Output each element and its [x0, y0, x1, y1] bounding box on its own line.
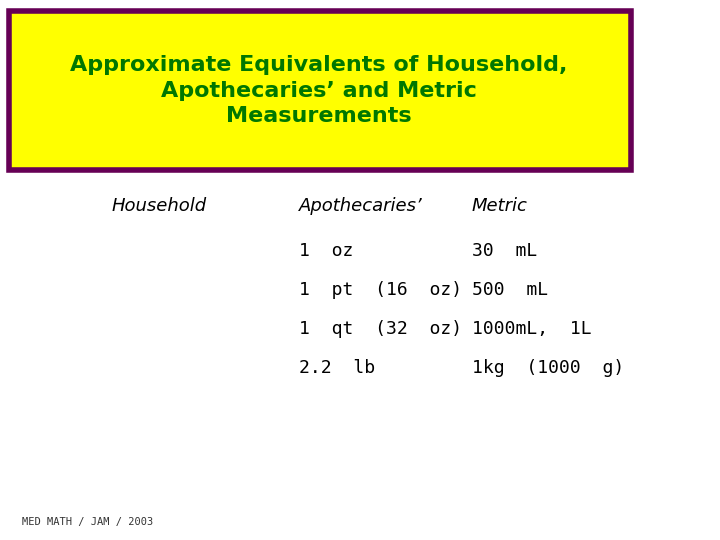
Text: 500  mL: 500 mL: [472, 281, 548, 299]
Text: 30  mL: 30 mL: [472, 242, 537, 260]
Text: 1  pt  (16  oz): 1 pt (16 oz): [299, 281, 462, 299]
Text: 1kg  (1000  g): 1kg (1000 g): [472, 359, 624, 377]
Text: 1000mL,  1L: 1000mL, 1L: [472, 320, 591, 338]
Text: Approximate Equivalents of Household,
Apothecaries’ and Metric
Measurements: Approximate Equivalents of Household, Ap…: [71, 55, 567, 126]
Text: MED MATH / JAM / 2003: MED MATH / JAM / 2003: [22, 516, 153, 526]
Text: Household: Household: [112, 197, 207, 215]
FancyBboxPatch shape: [9, 11, 631, 170]
Text: 1  qt  (32  oz): 1 qt (32 oz): [299, 320, 462, 338]
Text: Metric: Metric: [472, 197, 528, 215]
Text: 1  oz: 1 oz: [299, 242, 354, 260]
Text: 2.2  lb: 2.2 lb: [299, 359, 375, 377]
Text: Apothecaries’: Apothecaries’: [299, 197, 423, 215]
